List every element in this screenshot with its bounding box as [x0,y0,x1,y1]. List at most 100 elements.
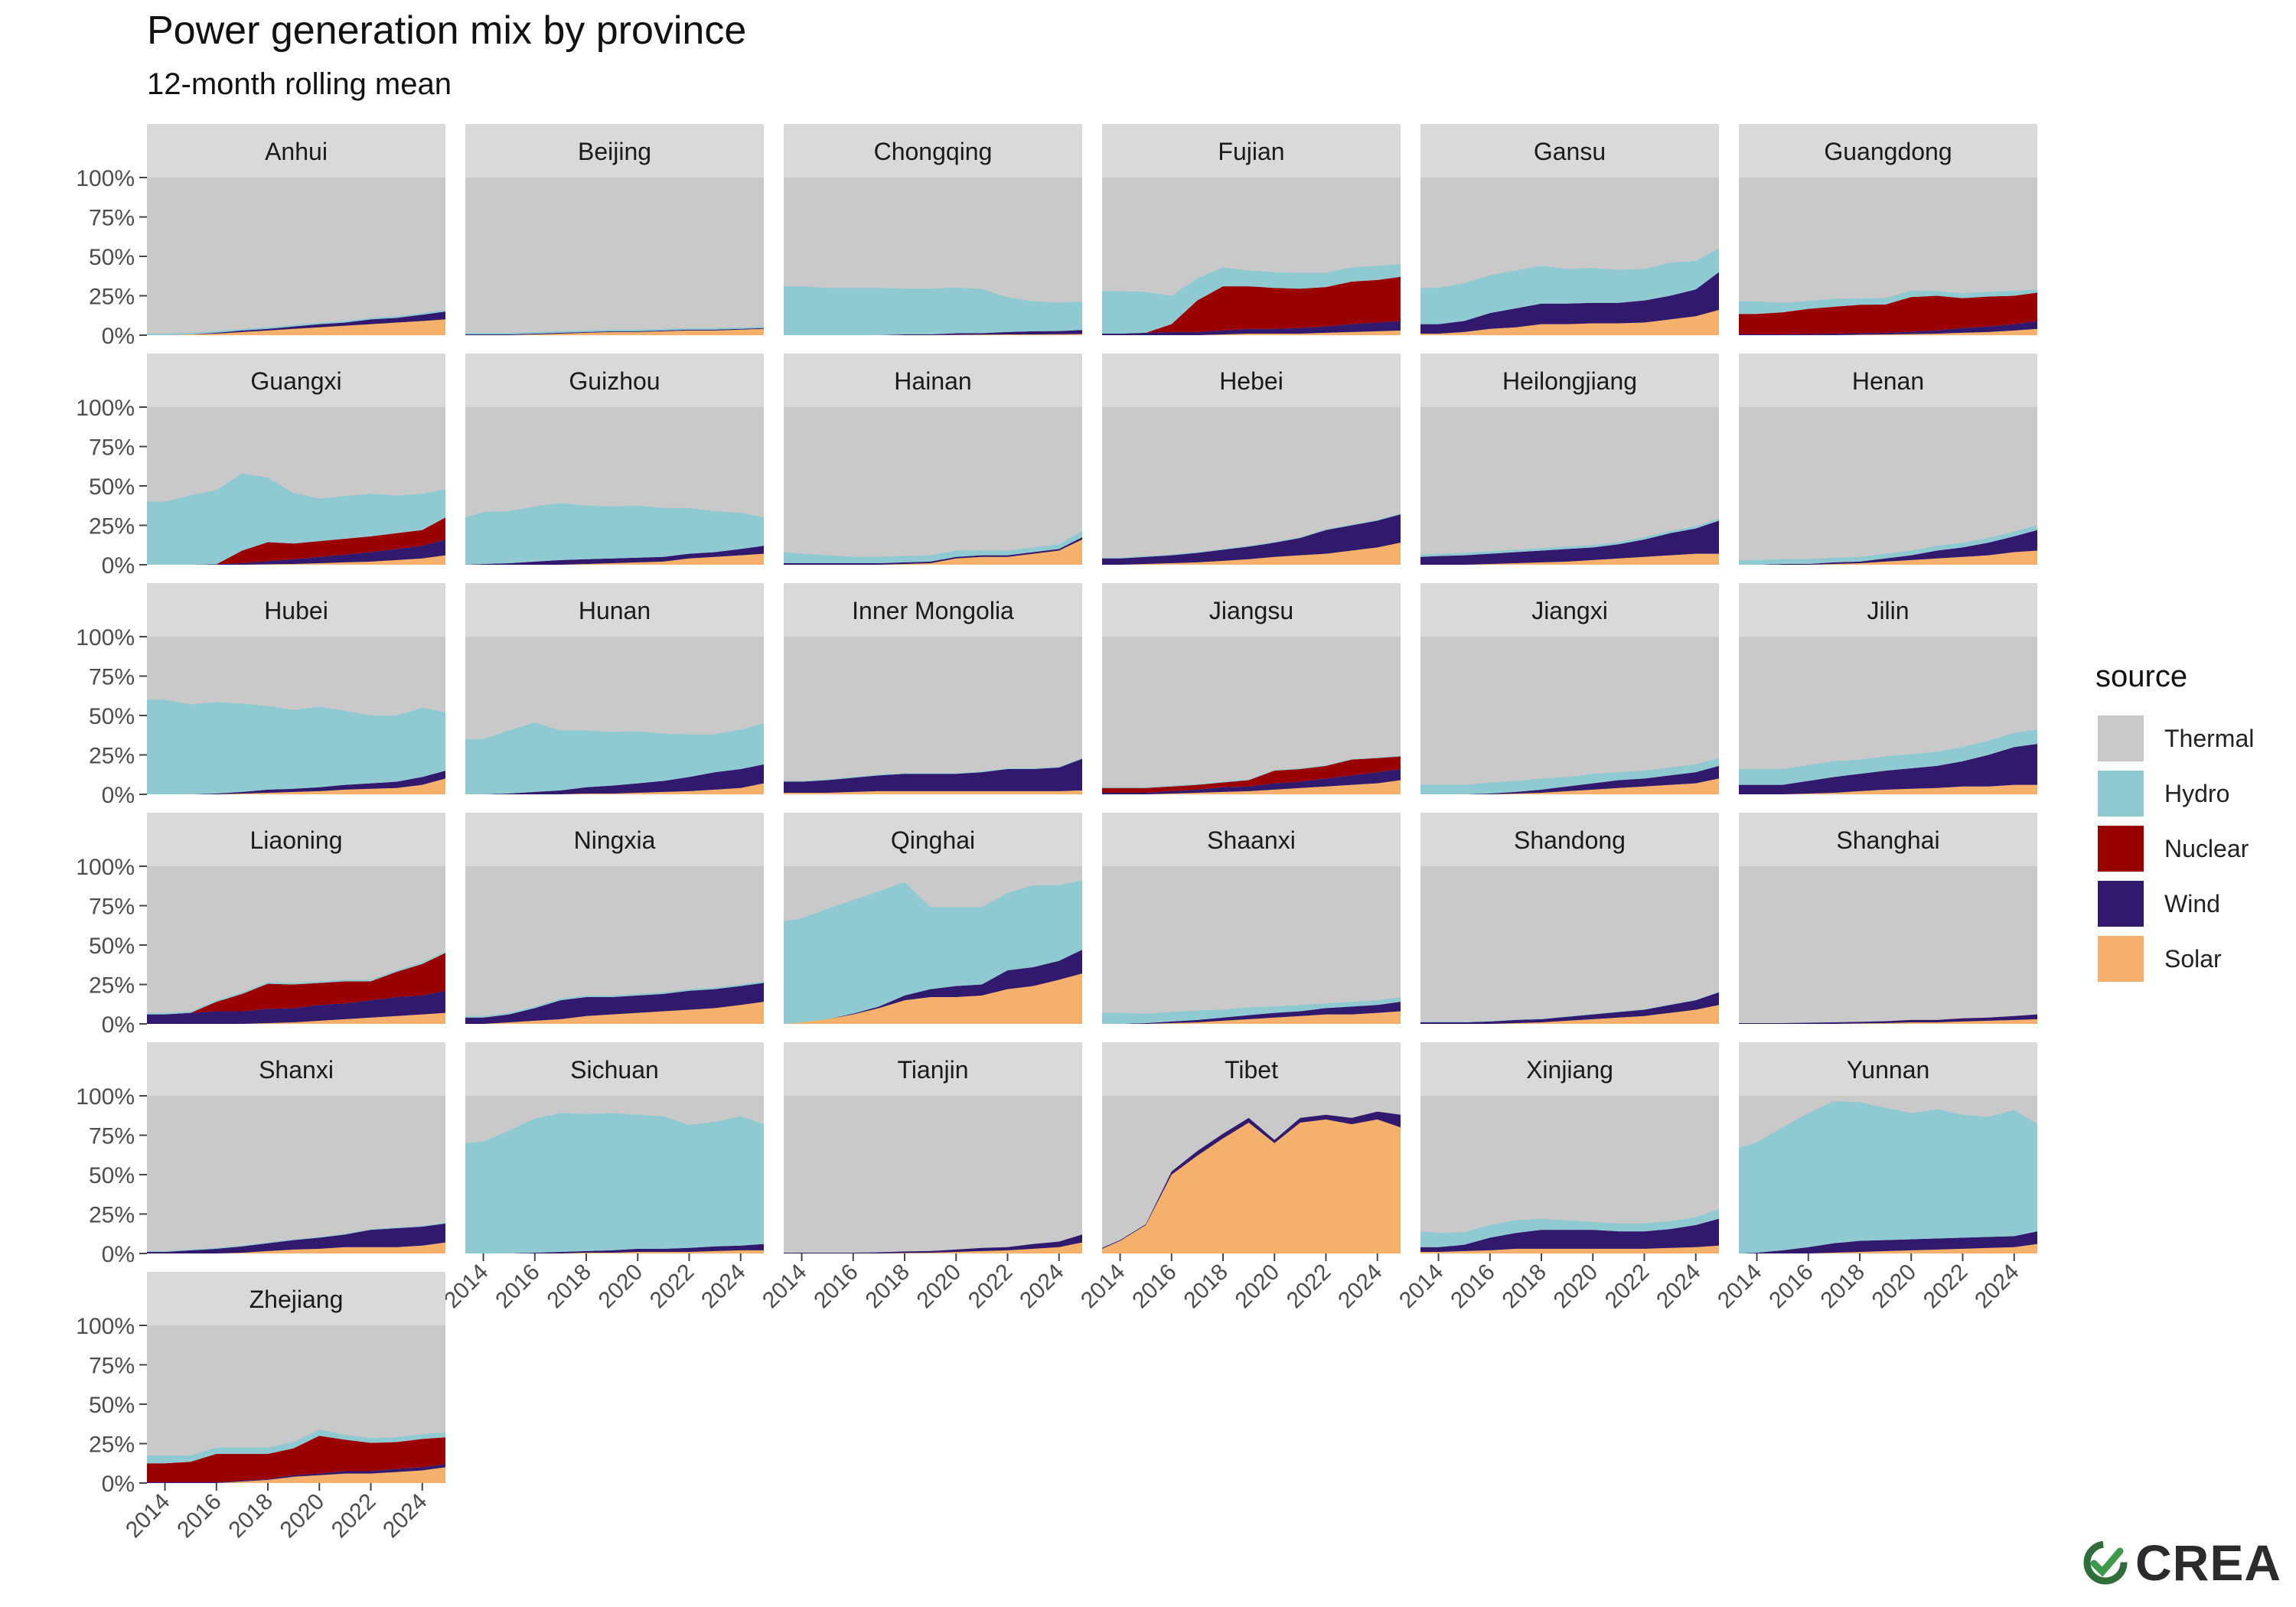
y-tick-label: 75% [89,1124,135,1149]
panel-strip [147,1272,445,1325]
area-wind [1739,321,2037,335]
panel-strip [465,1042,764,1096]
crea-logo: CREA [2083,1534,2281,1592]
panel-strip [1420,124,1719,178]
legend-item-thermal: Thermal [2095,711,2254,766]
legend-item-wind: Wind [2095,876,2254,931]
y-tick-label: 50% [89,245,135,270]
area-solar [1739,784,2037,794]
area-hydro [1420,1209,1719,1247]
area-solar [1420,778,1719,794]
area-solar [1420,1245,1719,1253]
x-tick-label: 2022 [964,1260,1018,1314]
area-wind [1420,272,1719,334]
panel-hubei: Hubei 0% 25% 50% 75% 100% [76,583,445,808]
y-tick-label: 0% [102,1242,135,1267]
x-tick-label: 2024 [696,1260,751,1314]
area-wind [147,539,445,565]
area-solar [465,783,764,794]
panel-ningxia: Ningxia [465,813,764,1024]
panel-strip [465,583,764,637]
area-solar [784,973,1082,1024]
chart-title: Power generation mix by province [147,8,747,53]
area-hydro [1739,525,2037,565]
panel-strip-label: Shanxi [259,1056,334,1084]
legend-item-nuclear: Nuclear [2095,821,2254,876]
panel-strip [147,1042,445,1096]
panel-liaoning: Liaoning 0% 25% 50% 75% 100% [76,813,445,1038]
area-wind [1420,520,1719,565]
area-hydro [784,880,1082,1024]
y-tick-label: 75% [89,206,135,231]
area-wind [784,950,1082,1024]
area-thermal [147,178,445,335]
area-hydro [1102,264,1401,334]
panel-strip-label: Tianjin [897,1056,968,1084]
panel-strip-label: Qinghai [891,826,975,854]
panel-strip [1739,354,2037,407]
x-tick-label: 2022 [1600,1260,1655,1314]
panel-strip-label: Shandong [1514,826,1626,854]
y-tick-label: 75% [89,1354,135,1379]
x-tick-label: 2024 [1333,1260,1388,1314]
area-solar [465,1002,764,1024]
legend: source Thermal Hydro Nuclear Wind Solar [2095,660,2254,986]
area-thermal [465,178,764,335]
area-hydro [784,530,1082,563]
panel-strip-label: Inner Mongolia [852,597,1014,624]
area-thermal [784,407,1082,565]
area-nuclear [147,953,445,1015]
panel-anhui: Anhui 0% 25% 50% 75% 100% [76,124,445,349]
panel-strip [465,124,764,178]
y-tick-label: 50% [89,1163,135,1188]
crea-logo-icon [2083,1540,2128,1585]
legend-item-solar: Solar [2095,931,2254,986]
legend-label-hydro: Hydro [2164,779,2230,807]
panel-strip [465,813,764,866]
area-solar [1739,1244,2037,1253]
area-wind [784,758,1082,793]
x-tick-label: 2014 [439,1260,494,1314]
area-solar [147,778,445,794]
y-tick-label: 75% [89,435,135,461]
y-tick-label: 50% [89,704,135,729]
area-solar [1102,543,1401,565]
area-solar [147,1467,445,1483]
area-wind [1739,530,2037,565]
x-tick-label: 2020 [1549,1260,1603,1314]
panel-strip-label: Liaoning [250,826,343,854]
y-tick-label: 25% [89,514,135,539]
area-hydro [1739,729,2037,785]
panel-zhejiang: Zhejiang0%25%50%75%100%20142016201820202… [76,1272,445,1543]
panel-strip [784,1042,1082,1096]
panel-strip-label: Shaanxi [1207,826,1296,854]
area-thermal [1739,866,2037,1024]
x-tick-label: 2016 [491,1260,545,1314]
panel-strip [1102,1042,1401,1096]
y-tick-label: 100% [76,625,135,650]
area-thermal [1102,866,1401,1024]
x-tick-label: 2024 [1015,1260,1069,1314]
area-wind [147,771,445,794]
area-solar [1739,1019,2037,1024]
area-solar [465,1250,764,1253]
area-hydro [1420,248,1719,324]
area-solar [147,319,445,335]
panel-strip-label: Gansu [1534,138,1606,165]
panel-strip [147,124,445,178]
y-tick-label: 50% [89,1393,135,1418]
area-wind [465,546,764,565]
panel-hainan: Hainan [784,354,1082,565]
legend-swatch-solar [2095,934,2146,984]
area-hydro [147,951,445,1015]
panel-strip-label: Jiangxi [1531,597,1608,624]
panel-inner-mongolia: Inner Mongolia [784,583,1082,794]
panel-strip [1420,1042,1719,1096]
y-tick-label: 100% [76,166,135,191]
x-tick-label: 2018 [1815,1260,1870,1314]
area-nuclear [147,517,445,565]
x-tick-label: 2014 [1394,1260,1449,1314]
panel-strip-label: Hubei [264,597,328,624]
area-hydro [465,503,764,565]
